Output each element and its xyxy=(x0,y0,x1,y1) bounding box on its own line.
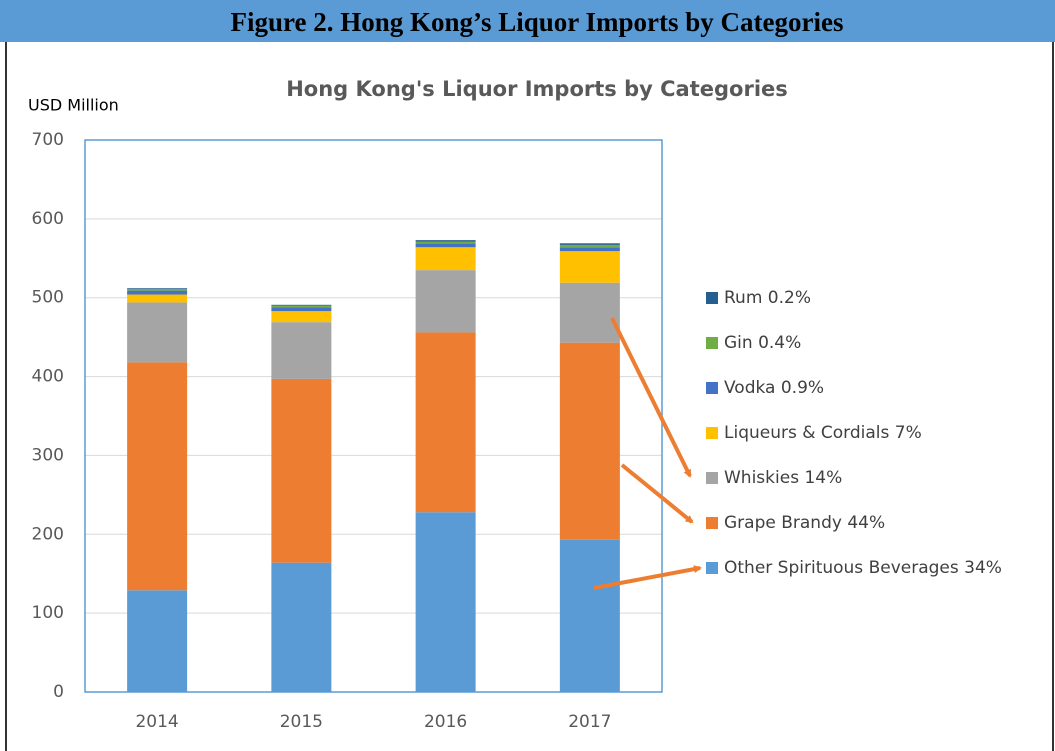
bar-segment xyxy=(127,302,188,363)
bar-segment xyxy=(559,247,620,252)
bar-segment xyxy=(559,342,620,540)
figure-title: Figure 2. Hong Kong’s Liquor Imports by … xyxy=(230,7,843,37)
legend-label: Gin 0.4% xyxy=(724,333,801,353)
bar-segment xyxy=(559,244,620,248)
bar-segment xyxy=(415,241,476,244)
bar-segment xyxy=(559,243,620,245)
bar-segment xyxy=(415,512,476,692)
bar-segment xyxy=(127,288,188,290)
y-tick-label: 600 xyxy=(32,209,64,229)
bar-segment xyxy=(271,305,332,308)
bar-segment xyxy=(127,294,188,303)
chart-title: Hong Kong's Liquor Imports by Categories xyxy=(286,77,788,101)
annotation-arrow xyxy=(610,317,692,478)
legend-swatch xyxy=(706,517,718,529)
x-tick-label: 2015 xyxy=(280,712,323,732)
bar-segment xyxy=(415,332,476,513)
legend-label: Other Spirituous Beverages 34% xyxy=(724,558,1002,578)
bar-segment xyxy=(271,307,332,312)
legend-swatch xyxy=(706,382,718,394)
y-tick-label: 500 xyxy=(32,288,64,308)
y-axis-label: USD Million xyxy=(28,96,119,115)
legend-swatch xyxy=(706,562,718,574)
bar-segment xyxy=(127,590,188,692)
x-tick-label: 2014 xyxy=(135,712,178,732)
y-tick-label: 300 xyxy=(32,445,64,465)
legend-swatch xyxy=(706,427,718,439)
legend-label: Rum 0.2% xyxy=(724,288,811,308)
bar-segment xyxy=(559,251,620,283)
bar-segment xyxy=(127,362,188,591)
bar-segment xyxy=(415,243,476,248)
bar-segment xyxy=(415,247,476,271)
legend-label: Grape Brandy 44% xyxy=(724,513,885,533)
y-tick-label: 700 xyxy=(32,130,64,150)
x-tick-label: 2016 xyxy=(424,712,467,732)
bar-segment xyxy=(559,282,620,343)
legend-swatch xyxy=(706,472,718,484)
y-tick-label: 100 xyxy=(32,603,64,623)
annotation-arrow xyxy=(620,463,694,524)
legend-label: Liqueurs & Cordials 7% xyxy=(724,423,922,443)
y-tick-label: 400 xyxy=(32,367,64,387)
bar-segment xyxy=(415,270,476,333)
bar-segment xyxy=(127,290,188,295)
x-tick-label: 2017 xyxy=(568,712,611,732)
legend-label: Whiskies 14% xyxy=(724,468,842,488)
bar-segment xyxy=(127,289,188,291)
legend-swatch xyxy=(706,337,718,349)
legend-swatch xyxy=(706,292,718,304)
bar-segment xyxy=(415,240,476,242)
header-bar xyxy=(0,0,1055,42)
bar-segment xyxy=(559,539,620,692)
bar-segment xyxy=(271,304,332,306)
bar-segment xyxy=(271,322,332,379)
annotation-arrow xyxy=(593,565,702,590)
bar-segment xyxy=(271,562,332,692)
bar-segment xyxy=(271,311,332,323)
bar-segment xyxy=(271,378,332,563)
y-tick-label: 200 xyxy=(32,524,64,544)
legend-label: Vodka 0.9% xyxy=(724,378,824,398)
y-tick-label: 0 xyxy=(53,682,64,702)
